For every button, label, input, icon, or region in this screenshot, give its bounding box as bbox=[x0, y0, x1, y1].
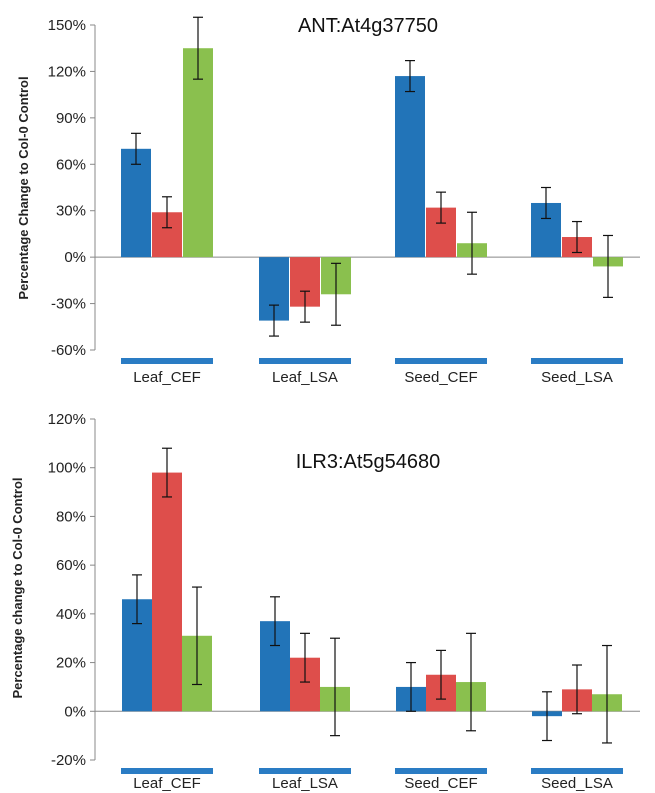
ilr3-category-marker bbox=[531, 768, 623, 774]
ilr3-y-tick-label: 0% bbox=[64, 703, 86, 720]
chart-ant: -60% -30% 0% 30% 60% 90% 120% 150% Percentage Ch… bbox=[16, 15, 640, 386]
ant-y-tick-label: 90% bbox=[56, 110, 86, 127]
ant-category-label: Leaf_CEF bbox=[133, 369, 201, 386]
ant-bar-s3-leaf-cef bbox=[183, 48, 213, 258]
ant-y-tick-label: -30% bbox=[51, 296, 86, 313]
ant-y-tick-label: 150% bbox=[48, 17, 86, 34]
ant-y-tick-label: 0% bbox=[64, 249, 86, 266]
ilr3-category-label: Seed_CEF bbox=[404, 775, 477, 792]
ant-y-tick-label: 120% bbox=[48, 63, 86, 80]
ilr3-category-label: Seed_LSA bbox=[541, 775, 613, 792]
ilr3-chart-title: ILR3:At5g54680 bbox=[296, 451, 441, 473]
ilr3-y-tick-label: 20% bbox=[56, 655, 86, 672]
ant-y-tick-label: 60% bbox=[56, 156, 86, 173]
ant-category-marker bbox=[395, 358, 487, 364]
ilr3-category-marker bbox=[259, 768, 351, 774]
ilr3-y-tick-label: 100% bbox=[48, 460, 86, 477]
ant-category-marker bbox=[259, 358, 351, 364]
ant-category-label: Seed_CEF bbox=[404, 369, 477, 386]
ilr3-bar-s2-leaf-cef bbox=[152, 472, 182, 712]
ilr3-category-marker bbox=[395, 768, 487, 774]
ilr3-y-tick-label: -20% bbox=[51, 752, 86, 769]
ant-y-tick-label: -60% bbox=[51, 342, 86, 359]
ant-category-marker bbox=[531, 358, 623, 364]
ant-bar-s1-seed-cef bbox=[395, 76, 425, 258]
ilr3-y-tick-label: 80% bbox=[56, 508, 86, 525]
ilr3-category-marker bbox=[121, 768, 213, 774]
ilr3-y-tick-label: 40% bbox=[56, 606, 86, 623]
ant-y-axis-title: Percentage Change to Col-0 Control bbox=[16, 76, 31, 299]
ant-category-label: Leaf_LSA bbox=[272, 369, 338, 386]
ant-chart-title: ANT:At4g37750 bbox=[298, 15, 438, 37]
ilr3-y-axis-title: Percentage change to Col-0 Control bbox=[10, 477, 25, 698]
ilr3-category-label: Leaf_CEF bbox=[133, 775, 201, 792]
ant-bar-s1-leaf-cef bbox=[121, 148, 151, 258]
ant-category-label: Seed_LSA bbox=[541, 369, 613, 386]
ilr3-category-label: Leaf_LSA bbox=[272, 775, 338, 792]
ilr3-y-tick-label: 120% bbox=[48, 411, 86, 428]
chart-ilr3: -20% 0% 20% 40% 60% 80% 100% 120% Percentage cha… bbox=[10, 411, 640, 792]
ant-y-tick-label: 30% bbox=[56, 203, 86, 220]
ant-category-marker bbox=[121, 358, 213, 364]
ilr3-y-tick-label: 60% bbox=[56, 557, 86, 574]
